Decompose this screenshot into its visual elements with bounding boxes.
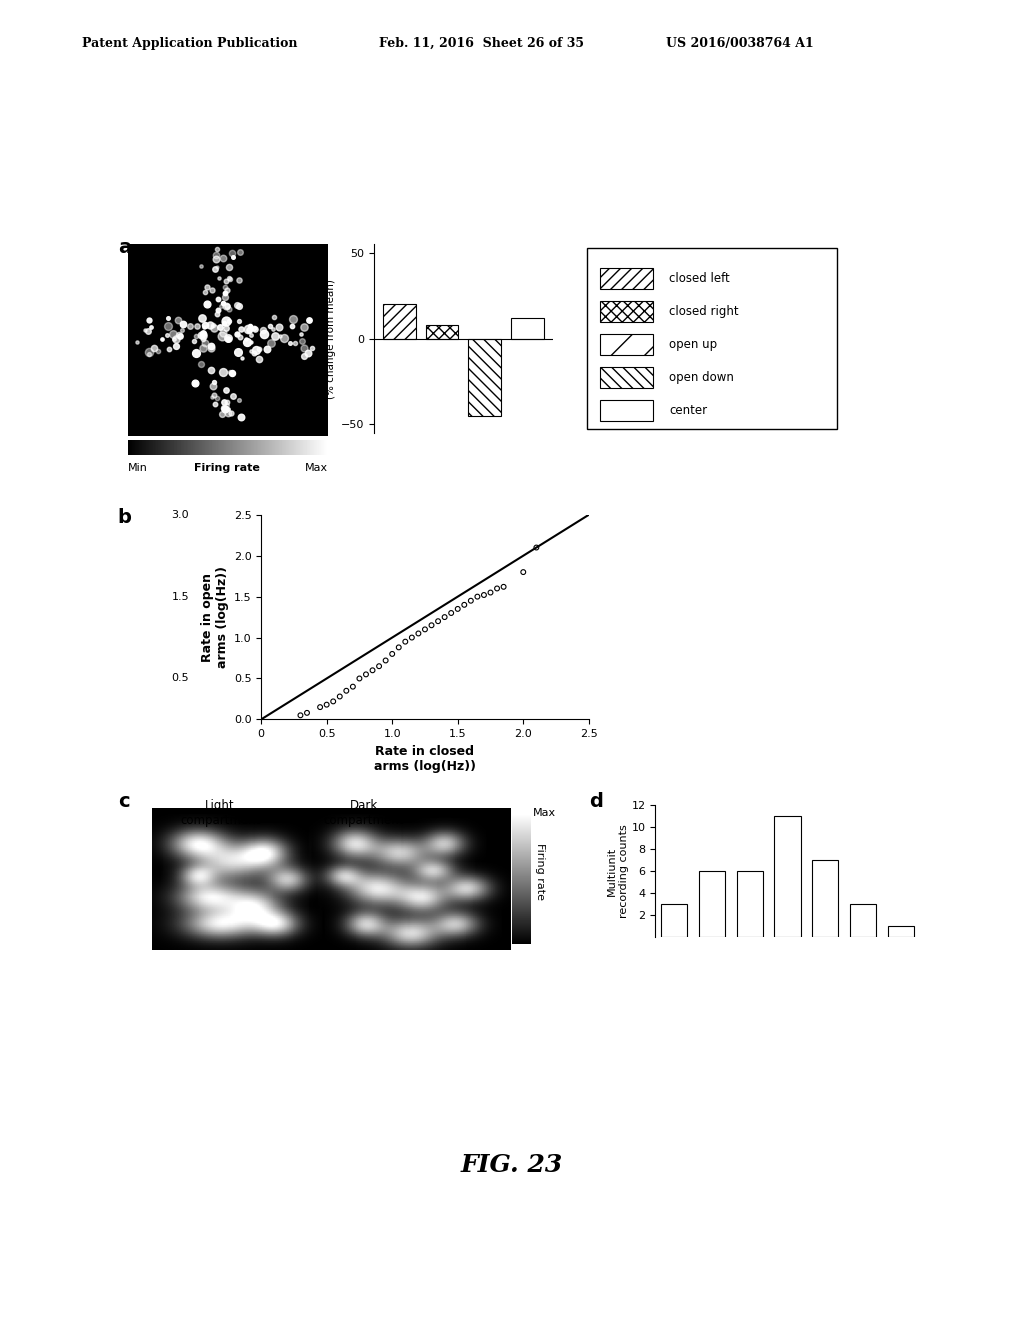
Point	[496, 577, 512, 598]
Point	[292, 705, 308, 726]
Point	[345, 676, 361, 697]
Point	[528, 537, 545, 558]
Point	[456, 594, 472, 615]
Point	[515, 561, 531, 582]
Point	[299, 702, 315, 723]
Point	[430, 611, 446, 632]
Text: Min: Min	[128, 463, 147, 474]
Text: closed left: closed left	[669, 272, 730, 285]
Point	[423, 615, 439, 636]
Bar	[812, 861, 839, 937]
Bar	[698, 871, 725, 937]
Point	[397, 631, 414, 652]
Text: Patent Application Publication: Patent Application Publication	[82, 37, 297, 50]
Bar	[469, 338, 501, 416]
X-axis label: Rate in closed
arms (log(Hz)): Rate in closed arms (log(Hz))	[374, 744, 476, 772]
Text: Feb. 11, 2016  Sheet 26 of 35: Feb. 11, 2016 Sheet 26 of 35	[379, 37, 584, 50]
Bar	[600, 301, 653, 322]
Point	[371, 656, 387, 677]
Point	[403, 627, 420, 648]
Point	[325, 690, 341, 711]
Point	[332, 686, 348, 708]
Point	[351, 668, 368, 689]
Point	[338, 680, 354, 701]
Bar	[850, 904, 877, 937]
Bar	[600, 367, 653, 388]
Text: open up: open up	[669, 338, 717, 351]
Point	[357, 664, 374, 685]
Point	[482, 582, 499, 603]
Text: d: d	[589, 792, 603, 810]
Text: US 2016/0038764 A1: US 2016/0038764 A1	[666, 37, 813, 50]
Text: closed right: closed right	[669, 305, 738, 318]
Point	[378, 649, 394, 671]
Point	[488, 578, 505, 599]
Point	[417, 619, 433, 640]
Point	[384, 643, 400, 664]
Point	[436, 607, 453, 628]
Point	[365, 660, 381, 681]
Text: a: a	[118, 238, 131, 256]
Bar	[888, 927, 914, 937]
Bar	[662, 904, 687, 937]
Text: Light
compartment: Light compartment	[180, 799, 260, 826]
Bar	[426, 325, 459, 338]
Point	[476, 585, 493, 606]
Text: c: c	[118, 792, 129, 810]
Bar	[383, 304, 416, 338]
Y-axis label: Multiunit
recording counts: Multiunit recording counts	[607, 824, 629, 919]
Bar	[736, 871, 763, 937]
Y-axis label: Rate in open
arms (log(Hz)): Rate in open arms (log(Hz))	[202, 566, 229, 668]
Text: Max: Max	[304, 463, 328, 474]
Text: open down: open down	[669, 371, 734, 384]
Text: Firing rate: Firing rate	[535, 842, 545, 900]
Bar	[600, 268, 653, 289]
Bar	[774, 816, 801, 937]
Text: FIG. 23: FIG. 23	[461, 1154, 563, 1177]
Text: center: center	[669, 404, 708, 417]
Text: 1.5: 1.5	[171, 591, 189, 602]
Point	[450, 598, 466, 619]
Text: 3.0: 3.0	[171, 510, 189, 520]
Point	[411, 623, 427, 644]
Text: Max: Max	[532, 808, 556, 818]
Point	[443, 602, 460, 623]
Text: b: b	[118, 508, 132, 527]
Y-axis label: Normalized firing rate
(% change from mean): Normalized firing rate (% change from me…	[315, 279, 337, 399]
Text: Firing rate: Firing rate	[195, 463, 260, 474]
Point	[312, 697, 329, 718]
Text: 0.5: 0.5	[171, 673, 189, 684]
Point	[318, 694, 335, 715]
Text: Dark
compartment: Dark compartment	[324, 799, 403, 826]
Bar	[511, 318, 544, 338]
Point	[390, 636, 407, 657]
Bar	[600, 334, 653, 355]
Point	[469, 586, 485, 607]
Point	[463, 590, 479, 611]
Bar	[600, 400, 653, 421]
